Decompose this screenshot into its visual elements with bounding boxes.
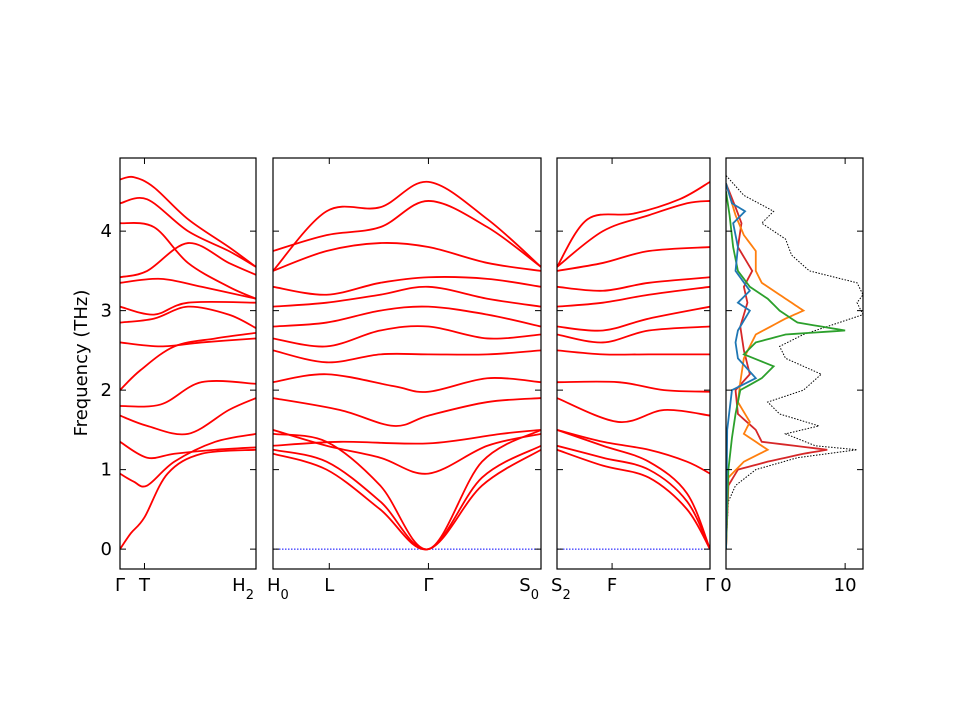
x-tick-label-subscript: 0: [281, 588, 289, 603]
y-tick-label: 1: [101, 460, 112, 481]
phonon-band-8: [557, 325, 710, 344]
x-tick-label: H0: [267, 575, 289, 603]
phonon-band-8: [120, 300, 256, 316]
panel-frame: [556, 157, 711, 570]
x-tick-label: L: [324, 575, 334, 596]
panel-segment-S2-F-gamma: S2 F Γ: [551, 157, 715, 603]
dos-frame: [725, 157, 864, 570]
x-tick-label-main: Γ: [115, 575, 125, 596]
x-tick-label-main: Γ: [423, 575, 433, 596]
phonon-band-5: [273, 428, 541, 447]
phonon-band-10: [557, 285, 710, 308]
phonon-band-13: [557, 200, 710, 268]
x-tick-label: S2: [551, 575, 571, 603]
x-tick-label-subscript: 2: [562, 588, 570, 603]
y-axis-label: Frequency (THz): [71, 290, 92, 437]
dos-x-tick-label: 10: [834, 575, 857, 596]
phonon-band-7: [557, 349, 710, 356]
phonon-band-7: [273, 373, 541, 393]
y-tick-label: 3: [101, 301, 112, 322]
x-tick-label: H2: [232, 575, 254, 603]
phonon-band-12: [273, 276, 541, 296]
phonon-band-6: [557, 380, 710, 393]
dos-panel: 0 10: [720, 157, 864, 596]
x-tick-label-main: T: [138, 575, 151, 596]
band-lines: [557, 181, 710, 550]
x-tick-label: T: [138, 575, 151, 596]
y-tick-label: 4: [101, 221, 112, 242]
phonon-band-0: [120, 448, 256, 550]
phonon-band-3: [120, 397, 256, 436]
phonon-band-11: [273, 285, 541, 308]
x-tick-label: Γ: [423, 575, 433, 596]
x-tick-label-main: F: [607, 575, 617, 596]
x-tick-label-subscript: 0: [531, 588, 539, 603]
phonon-band-5: [120, 380, 256, 408]
phonon-band-3: [557, 429, 710, 550]
phonon-band-9: [273, 325, 541, 348]
y-tick-label: 0: [101, 539, 112, 560]
phonon-band-2: [120, 441, 256, 460]
phonon-band-8: [273, 349, 541, 364]
partial-dos-curve-1: [726, 183, 828, 550]
phonon-band-2: [557, 444, 710, 550]
phonon-band-14: [557, 181, 710, 268]
dos-x-tick-label: 0: [720, 575, 731, 596]
phonon-band-11: [120, 222, 256, 300]
phonon-band-11: [557, 276, 710, 292]
y-tick-label: 2: [101, 380, 112, 401]
partial-dos-curve-3: [726, 191, 846, 550]
phonon-band-13: [273, 242, 541, 272]
phonon-band-9: [557, 305, 710, 332]
partial-dos-curve-2: [726, 183, 806, 550]
phonon-band-13: [120, 175, 256, 268]
phonon-band-1: [273, 448, 541, 551]
x-tick-label: S0: [519, 575, 539, 603]
phonon-band-12: [120, 197, 256, 268]
x-tick-label-main: H: [232, 575, 246, 596]
x-tick-label: F: [607, 575, 617, 596]
x-tick-label-main: L: [324, 575, 334, 596]
phonon-band-10: [273, 305, 541, 328]
x-tick-label-subscript: 2: [246, 588, 254, 603]
x-tick-label: Γ: [705, 575, 715, 596]
panel-frame: [272, 157, 542, 570]
phonon-band-6: [120, 337, 256, 348]
phonon-band-5: [557, 397, 710, 423]
x-tick-label: Γ: [115, 575, 125, 596]
phonon-band-14: [273, 200, 541, 268]
phonon-band-2: [273, 444, 541, 551]
phonon-band-3: [273, 429, 541, 551]
phonon-band-6: [273, 397, 541, 427]
phonon-band-4: [557, 429, 710, 475]
band-lines: [120, 175, 256, 550]
panel-frame: [119, 157, 257, 570]
phonon-band-1: [120, 432, 256, 488]
x-tick-label-main: Γ: [705, 575, 715, 596]
x-tick-label-main: S: [551, 575, 562, 596]
partial-dos-curve-4: [726, 183, 758, 550]
band-lines: [273, 180, 541, 551]
phonon-band-15: [273, 180, 541, 272]
x-tick-label-main: H: [267, 575, 281, 596]
dos-curves: [726, 175, 863, 550]
phonon-band-9: [120, 277, 256, 300]
phonon-band-12: [557, 246, 710, 272]
phonon-band-10: [120, 242, 256, 279]
panel-segment-H0-L-gamma-S0: H0 L Γ S0: [267, 157, 542, 603]
total-dos-curve: [726, 175, 863, 550]
phonon-band-7: [120, 305, 256, 329]
phonon-band-4: [273, 429, 541, 475]
phonon-band-1: [557, 448, 710, 550]
x-tick-label-main: S: [519, 575, 530, 596]
